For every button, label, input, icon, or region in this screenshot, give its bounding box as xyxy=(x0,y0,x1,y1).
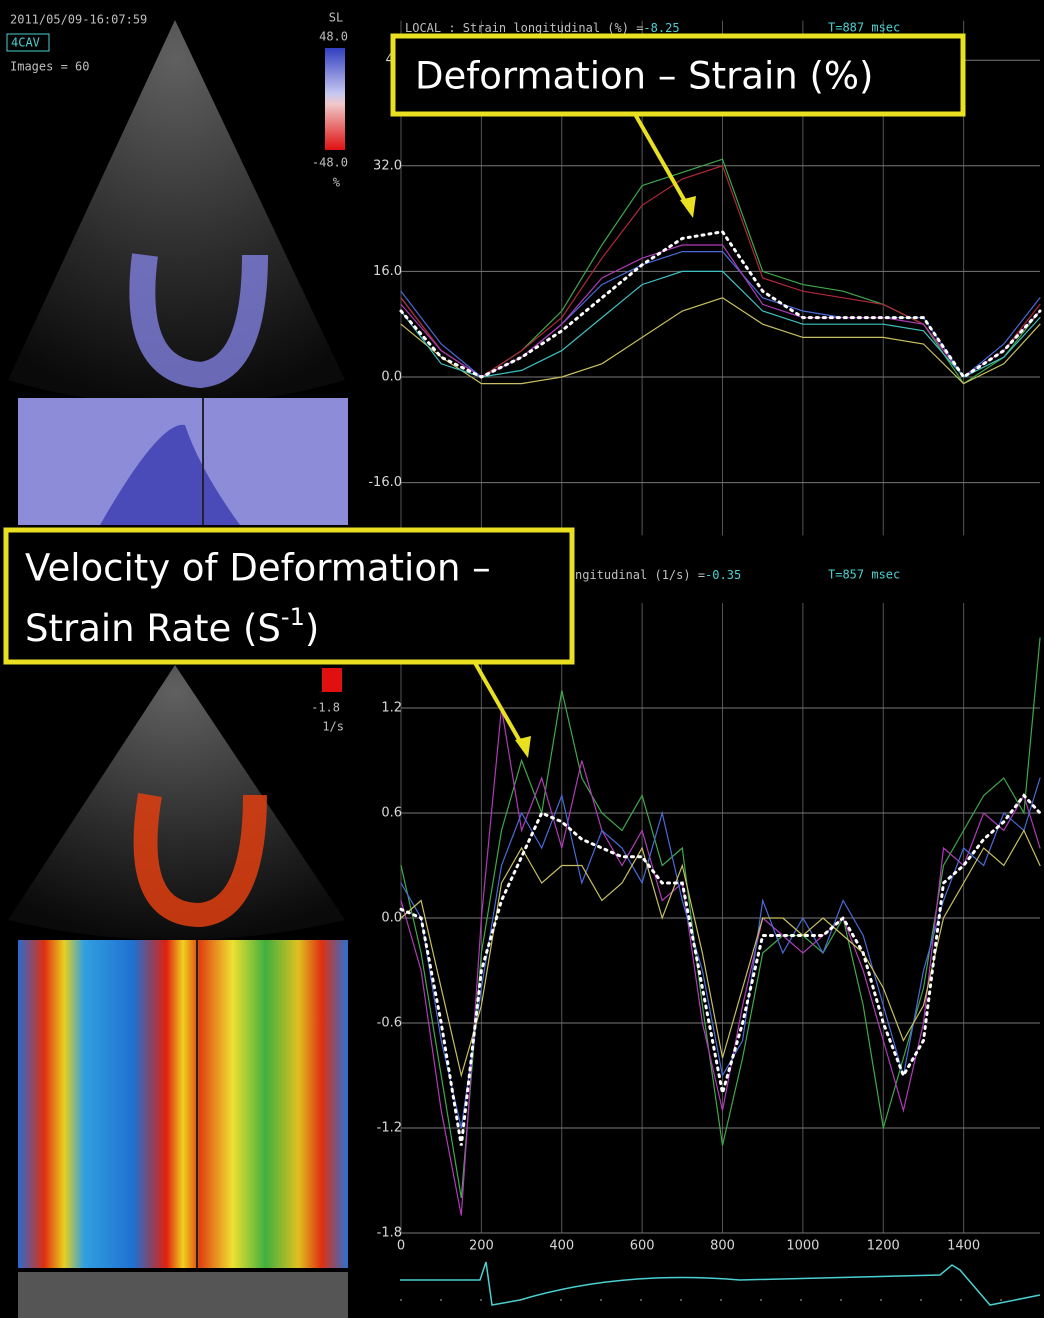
scale-min: -48.0 xyxy=(312,156,348,170)
annotation-rate-1: Velocity of Deformation – xyxy=(25,547,491,590)
mmode-strip xyxy=(18,1272,348,1318)
header-text: ngitudinal (1/s) = xyxy=(575,568,705,582)
arrow-head xyxy=(680,196,696,218)
header-text: LOCAL : Strain longitudinal (%) = xyxy=(405,21,643,35)
x-tick-label: 0 xyxy=(397,1239,405,1254)
scale-name: SL xyxy=(329,11,343,25)
rate-mmode xyxy=(18,940,348,1268)
x-tick-label: 1000 xyxy=(786,1239,819,1254)
header-value: -8.25 xyxy=(643,21,679,35)
rate-color-bar xyxy=(322,668,342,692)
series-line xyxy=(400,829,1041,1078)
annotations: Deformation – Strain (%) Velocity of Def… xyxy=(3,33,966,758)
annotation-rate-close: ) xyxy=(305,607,319,650)
strain-mmode-band xyxy=(100,424,240,525)
header-value: -0.35 xyxy=(705,568,741,582)
view-label: 4CAV xyxy=(11,36,40,50)
header-time: T=857 msec xyxy=(828,568,900,582)
y-tick-label: -1.8 xyxy=(377,1226,402,1241)
x-tick-label: 1400 xyxy=(947,1239,980,1254)
rate-scale-unit: 1/s xyxy=(322,720,344,734)
x-tick-label: 200 xyxy=(469,1239,494,1254)
scale-max: 48.0 xyxy=(319,30,348,44)
y-tick-label: -0.6 xyxy=(377,1016,402,1031)
series-line xyxy=(400,270,1041,378)
rate-scale-min: -1.8 xyxy=(311,701,340,715)
y-tick-label: 32.0 xyxy=(373,158,402,173)
annotation-box xyxy=(3,527,575,665)
y-tick-label: 0.6 xyxy=(381,806,402,821)
y-tick-label: -1.2 xyxy=(377,1121,402,1136)
color-bar xyxy=(325,48,345,150)
annotation-rate-2a: Strain Rate (S xyxy=(25,607,281,650)
ultrasound-bottom xyxy=(8,665,345,940)
series-line xyxy=(400,297,1041,385)
annotation-rate-2: Strain Rate (S-1) xyxy=(25,603,319,650)
series-line xyxy=(399,230,1042,380)
arrow-head xyxy=(515,736,531,758)
y-tick-label: 1.2 xyxy=(381,701,402,716)
y-tick-label: 16.0 xyxy=(373,264,402,279)
annotation-box xyxy=(390,33,966,117)
series-line xyxy=(400,707,1041,1216)
y-tick-label: 0.0 xyxy=(381,911,402,926)
x-tick-label: 1200 xyxy=(867,1239,900,1254)
timestamp: 2011/05/09-16:07:59 xyxy=(10,13,147,27)
x-tick-label: 400 xyxy=(549,1239,574,1254)
series-line xyxy=(399,793,1042,1146)
annotation-rate-sup: -1 xyxy=(281,603,305,631)
header-time: T=887 msec xyxy=(828,21,900,35)
chart-header: ngitudinal (1/s) =-0.35 xyxy=(575,568,741,582)
y-tick-label: 0.0 xyxy=(381,370,402,385)
y-tick-label: -16.0 xyxy=(368,475,402,490)
scale-unit: % xyxy=(333,176,341,190)
annotation-strain: Deformation – Strain (%) xyxy=(415,55,874,98)
x-tick-label: 800 xyxy=(710,1239,735,1254)
myocardium-strain xyxy=(129,253,268,389)
myocardium-rate xyxy=(133,793,267,928)
x-tick-label: 600 xyxy=(630,1239,655,1254)
view-box xyxy=(6,33,50,52)
image-count: Images = 60 xyxy=(10,60,89,74)
chart-header: LOCAL : Strain longitudinal (%) =-8.25 xyxy=(405,21,680,35)
